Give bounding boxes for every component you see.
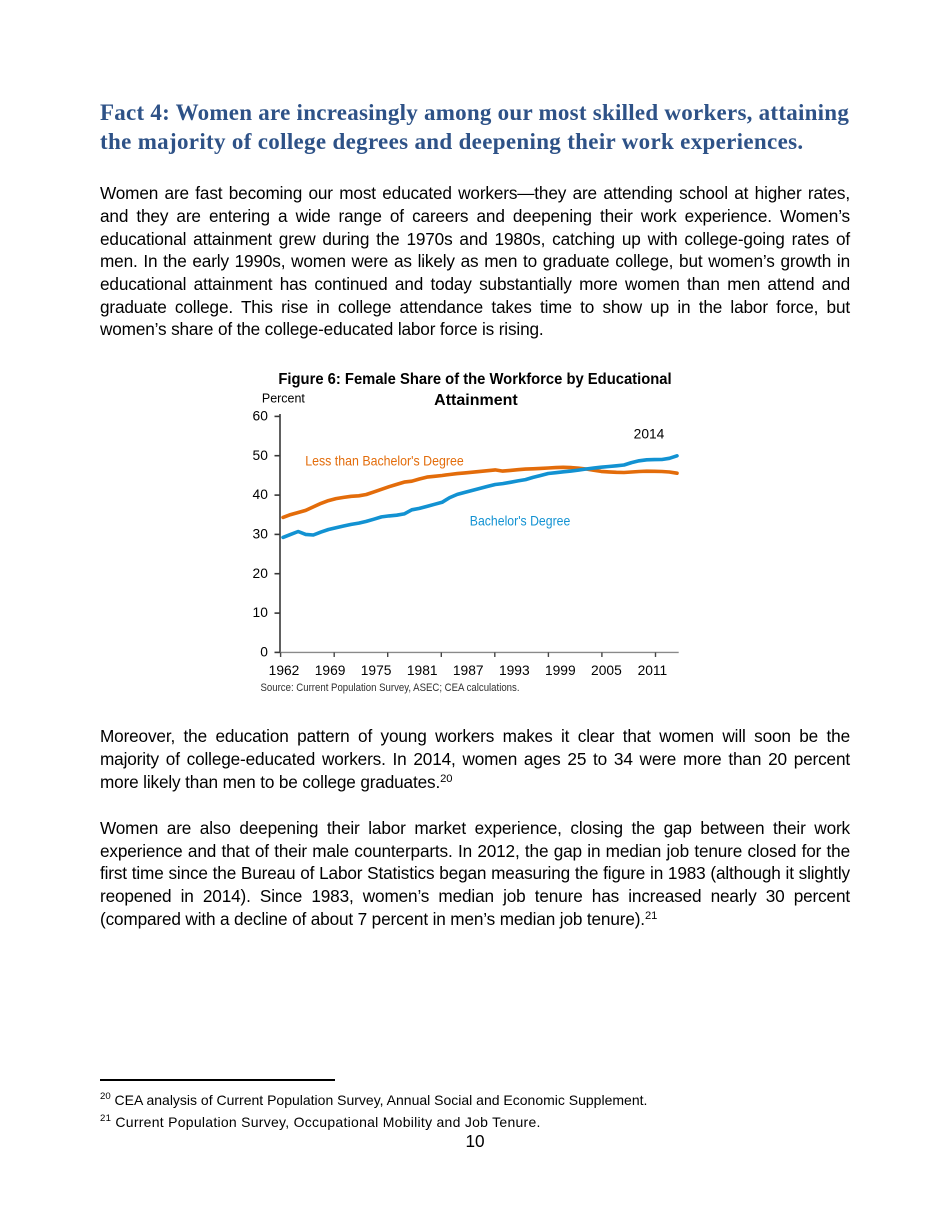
svg-text:10: 10 [253, 605, 269, 620]
svg-text:2014: 2014 [634, 426, 665, 441]
svg-text:Source: Current Population Sur: Source: Current Population Survey, ASEC;… [261, 682, 520, 694]
svg-text:Bachelor's Degree: Bachelor's Degree [470, 513, 571, 528]
svg-text:1975: 1975 [361, 663, 392, 678]
svg-text:30: 30 [253, 527, 269, 542]
svg-text:1969: 1969 [315, 663, 346, 678]
svg-text:Less than Bachelor's Degree: Less than Bachelor's Degree [305, 454, 464, 469]
svg-text:1999: 1999 [545, 663, 576, 678]
svg-text:20: 20 [253, 566, 269, 581]
svg-text:60: 60 [253, 409, 269, 424]
svg-text:2005: 2005 [591, 663, 622, 678]
svg-text:Figure 6: Female Share of the: Figure 6: Female Share of the Workforce … [278, 371, 671, 388]
svg-text:1962: 1962 [269, 663, 300, 678]
svg-text:40: 40 [253, 487, 269, 502]
svg-text:1987: 1987 [453, 663, 484, 678]
svg-text:50: 50 [253, 448, 269, 463]
svg-text:Percent: Percent [262, 391, 305, 406]
svg-text:1981: 1981 [407, 663, 438, 678]
svg-text:0: 0 [260, 645, 268, 660]
svg-text:1993: 1993 [499, 663, 530, 678]
svg-text:2011: 2011 [638, 663, 668, 678]
svg-text:Attainment: Attainment [434, 392, 518, 409]
